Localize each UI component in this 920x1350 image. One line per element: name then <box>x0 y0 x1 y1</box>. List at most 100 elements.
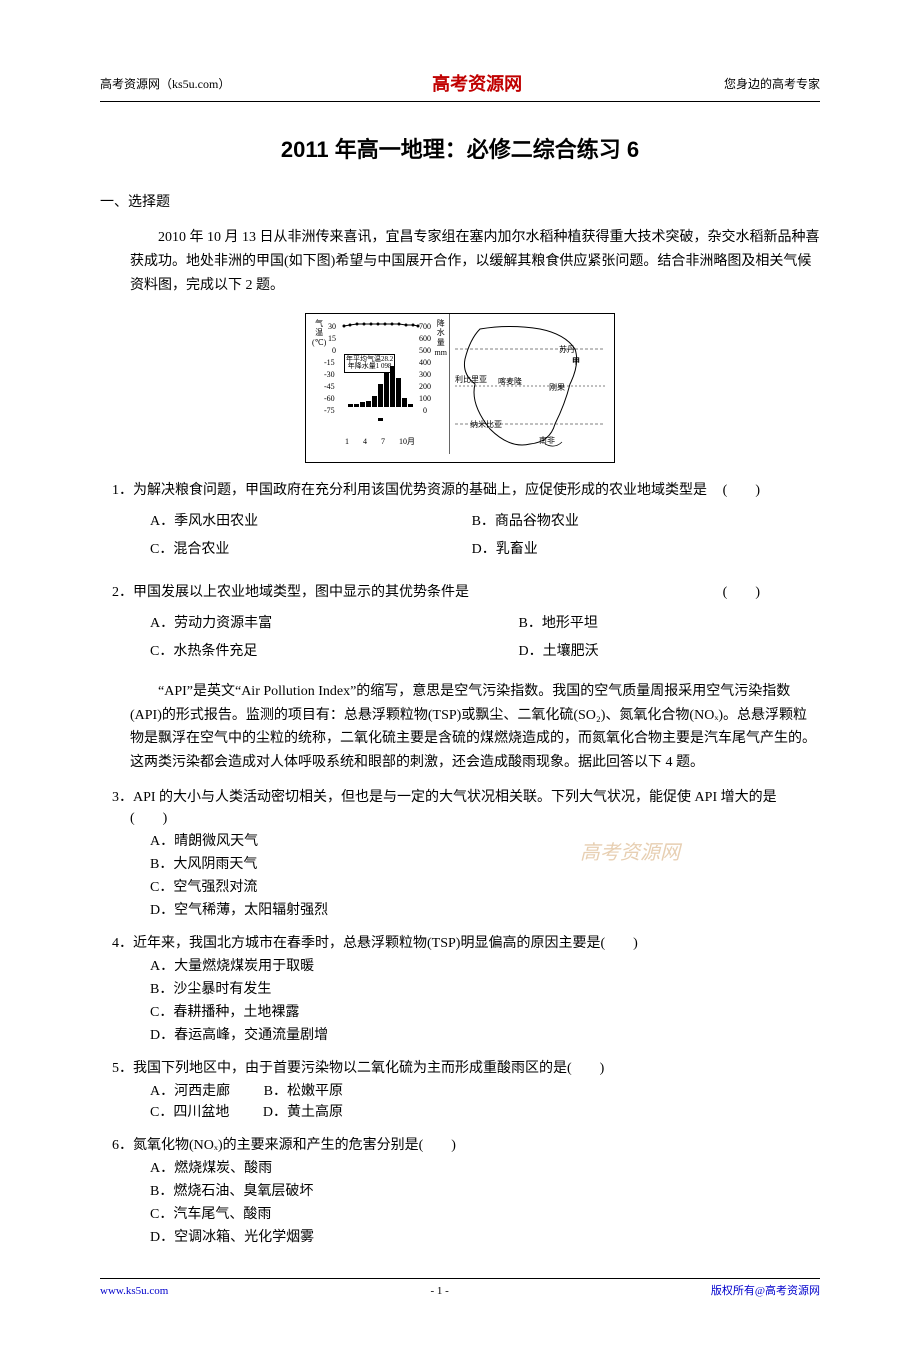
right-tick-0: 0 <box>423 406 427 416</box>
q5-opt-b: B．松嫩平原 <box>264 1081 343 1102</box>
bar-2 <box>354 404 359 407</box>
q5-opt-d: D．黄土高原 <box>263 1102 343 1123</box>
q3-options: A．晴朗微风天气 B．大风阴雨天气 C．空气强烈对流 D．空气稀薄，太阳辐射强烈 <box>100 831 820 921</box>
passage-2: “API”是英文“Air Pollution Index”的缩写，意思是空气污染… <box>130 680 820 775</box>
q6-stem: 6．氮氧化物(NOₓ)的主要来源和产生的危害分别是( ) <box>100 1135 790 1156</box>
q1-text: 1．为解决粮食问题，甲国政府在充分利用该国优势资源的基础上，应促使形成的农业地域… <box>112 483 707 498</box>
bar-6 <box>378 384 383 407</box>
x-tick-7: 7 <box>381 436 385 449</box>
map-label-namibia: 纳米比亚 <box>470 419 502 432</box>
page-header: 高考资源网（ks5u.com） 高考资源网 您身边的高考专家 <box>100 70 820 102</box>
left-tick-n75: -75 <box>324 406 335 416</box>
map-label-liberia: 利比里亚 <box>455 374 487 387</box>
map-label-jia: 甲 <box>572 356 580 369</box>
q2-opt-d: D．土壤肥沃 <box>519 641 821 663</box>
right-tick-500: 500 <box>419 346 431 356</box>
q3-opt-d: D．空气稀薄，太阳辐射强烈 <box>150 900 820 921</box>
footer-page-num: - 1 - <box>430 1283 448 1301</box>
q5-opt-c: C．四川盆地 <box>150 1102 229 1123</box>
q4-opt-a: A．大量燃烧煤炭用于取暖 <box>150 956 820 977</box>
question-5: 5．我国下列地区中，由于首要污染物以二氧化硫为主而形成重酸雨区的是( ) A．河… <box>100 1058 820 1123</box>
x-tick-10: 10月 <box>399 436 415 449</box>
q6-opt-a: A．燃烧煤炭、酸雨 <box>150 1158 820 1179</box>
header-right: 您身边的高考专家 <box>724 75 820 94</box>
figure-container: 气温(℃) 30 15 0 -15 -30 -45 -60 -75 降水量mm … <box>100 313 820 463</box>
q5-stem: 5．我国下列地区中，由于首要污染物以二氧化硫为主而形成重酸雨区的是( ) <box>100 1058 790 1079</box>
question-4: 4．近年来，我国北方城市在春季时，总悬浮颗粒物(TSP)明显偏高的原因主要是( … <box>100 933 820 1046</box>
left-tick-30: 30 <box>328 322 336 332</box>
q1-opt-c: C．混合农业 <box>150 539 472 561</box>
q2-opt-b: B．地形平坦 <box>519 613 821 635</box>
q1-paren: ( ) <box>741 478 760 503</box>
q4-opt-b: B．沙尘暴时有发生 <box>150 979 820 1000</box>
section-1-heading: 一、选择题 <box>100 192 820 214</box>
x-tick-4: 4 <box>363 436 367 449</box>
document-page: 高考资源网（ks5u.com） 高考资源网 您身边的高考专家 2011 年高一地… <box>0 0 920 1350</box>
right-tick-400: 400 <box>419 358 431 368</box>
climate-chart: 气温(℃) 30 15 0 -15 -30 -45 -60 -75 降水量mm … <box>310 314 450 454</box>
map-label-congo: 刚果 <box>549 382 565 395</box>
q2-options: A．劳动力资源丰富 B．地形平坦 C．水热条件充足 D．土壤肥沃 <box>100 613 820 670</box>
left-tick-n15: -15 <box>324 358 335 368</box>
q2-opt-c: C．水热条件充足 <box>150 641 519 663</box>
q1-opt-d: D．乳畜业 <box>472 539 794 561</box>
q5-opt-a: A．河西走廊 <box>150 1081 230 1102</box>
left-tick-n30: -30 <box>324 370 335 380</box>
document-title: 2011 年高一地理：必修二综合练习 6 <box>100 132 820 167</box>
right-tick-100: 100 <box>419 394 431 404</box>
map-label-sa: 南非 <box>539 435 555 448</box>
bar-12 <box>378 418 383 421</box>
precip-bars <box>345 366 415 436</box>
right-tick-600: 600 <box>419 334 431 344</box>
q5-options: A．河西走廊 B．松嫩平原 C．四川盆地 D．黄土高原 <box>100 1081 820 1123</box>
q2-text: 2．甲国发展以上农业地域类型，图中显示的其优势条件是 <box>112 585 469 600</box>
right-tick-200: 200 <box>419 382 431 392</box>
bar-9 <box>396 378 401 407</box>
bar-7 <box>384 372 389 407</box>
right-axis-label: 降水量mm <box>435 319 447 357</box>
footer-copyright: 版权所有@高考资源网 <box>711 1283 820 1301</box>
q4-stem: 4．近年来，我国北方城市在春季时，总悬浮颗粒物(TSP)明显偏高的原因主要是( … <box>100 933 790 954</box>
q6-opt-c: C．汽车尾气、酸雨 <box>150 1204 820 1225</box>
q4-opt-c: C．春耕播种，土地裸露 <box>150 1002 820 1023</box>
bar-8 <box>390 366 395 407</box>
question-2: 2．甲国发展以上农业地域类型，图中显示的其优势条件是 ( ) A．劳动力资源丰富… <box>100 580 820 670</box>
header-center-logo: 高考资源网 <box>432 70 522 99</box>
q1-options: A．季风水田农业 B．商品谷物农业 C．混合农业 D．乳畜业 <box>100 511 820 568</box>
passage-1: 2010 年 10 月 13 日从非洲传来喜讯，宜昌专家组在塞内加尔水稻种植获得… <box>130 226 820 297</box>
question-3: 3．API 的大小与人类活动密切相关，但也是与一定的大气状况相关联。下列大气状况… <box>100 787 820 921</box>
bar-5 <box>372 396 377 407</box>
q6-options: A．燃烧煤炭、酸雨 B．燃烧石油、臭氧层破坏 C．汽车尾气、酸雨 D．空调冰箱、… <box>100 1158 820 1248</box>
q3-stem: 3．API 的大小与人类活动密切相关，但也是与一定的大气状况相关联。下列大气状况… <box>100 787 790 829</box>
q1-opt-b: B．商品谷物农业 <box>472 511 794 533</box>
temp-line <box>342 322 420 334</box>
bar-1 <box>348 404 353 407</box>
left-tick-n45: -45 <box>324 382 335 392</box>
climate-and-map-figure: 气温(℃) 30 15 0 -15 -30 -45 -60 -75 降水量mm … <box>305 313 615 463</box>
header-left: 高考资源网（ks5u.com） <box>100 75 230 94</box>
q1-opt-a: A．季风水田农业 <box>150 511 472 533</box>
map-label-cameroon: 喀麦隆 <box>498 376 522 389</box>
q3-opt-a: A．晴朗微风天气 <box>150 831 820 852</box>
q4-opt-d: D．春运高峰，交通流量剧增 <box>150 1025 820 1046</box>
footer-url: www.ks5u.com <box>100 1283 168 1301</box>
page-footer: www.ks5u.com - 1 - 版权所有@高考资源网 <box>100 1278 820 1301</box>
question-6: 6．氮氧化物(NOₓ)的主要来源和产生的危害分别是( ) A．燃烧煤炭、酸雨 B… <box>100 1135 820 1248</box>
q2-stem: 2．甲国发展以上农业地域类型，图中显示的其优势条件是 ( ) <box>100 580 790 605</box>
watermark-text: 高考资源网 <box>580 837 680 869</box>
q3-opt-c: C．空气强烈对流 <box>150 877 820 898</box>
q2-opt-a: A．劳动力资源丰富 <box>150 613 519 635</box>
q6-opt-b: B．燃烧石油、臭氧层破坏 <box>150 1181 820 1202</box>
bar-4 <box>366 401 371 407</box>
x-tick-1: 1 <box>345 436 349 449</box>
left-tick-n60: -60 <box>324 394 335 404</box>
bar-11 <box>408 404 413 407</box>
left-tick-15: 15 <box>328 334 336 344</box>
left-tick-0: 0 <box>332 346 336 356</box>
q4-options: A．大量燃烧煤炭用于取暖 B．沙尘暴时有发生 C．春耕播种，土地裸露 D．春运高… <box>100 956 820 1046</box>
q1-stem: 1．为解决粮食问题，甲国政府在充分利用该国优势资源的基础上，应促使形成的农业地域… <box>100 478 790 503</box>
africa-map: 苏丹 甲 利比里亚 喀麦隆 刚果 纳米比亚 南非 <box>450 314 610 454</box>
q3-opt-b: B．大风阴雨天气 <box>150 854 820 875</box>
q2-paren: ( ) <box>741 580 760 605</box>
right-tick-700: 700 <box>419 322 431 332</box>
